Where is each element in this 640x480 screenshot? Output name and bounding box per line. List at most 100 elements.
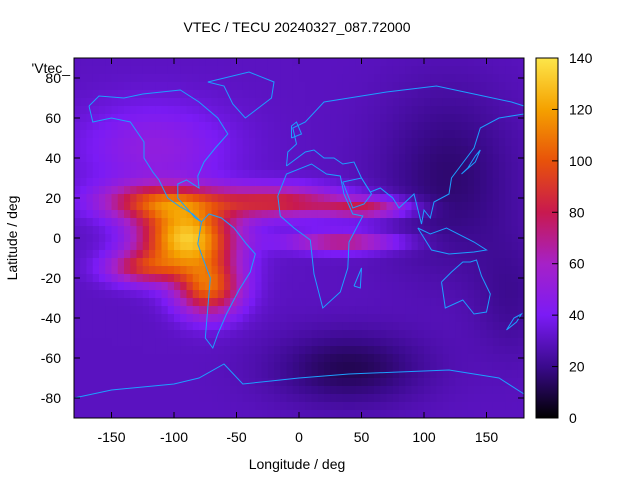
- heatmap-cell: [349, 106, 356, 115]
- heatmap-cell: [149, 402, 156, 411]
- heatmap-cell: [386, 138, 394, 147]
- heatmap-cell: [367, 194, 375, 203]
- heatmap-cell: [330, 298, 337, 307]
- heatmap-cell: [480, 394, 487, 403]
- heatmap-cell: [92, 402, 100, 411]
- heatmap-cell: [324, 242, 331, 251]
- heatmap-cell: [180, 218, 187, 227]
- heatmap-cell: [305, 66, 312, 75]
- heatmap-cell: [274, 362, 281, 371]
- heatmap-cell: [511, 378, 519, 387]
- heatmap-cell: [449, 298, 456, 307]
- heatmap-cell: [286, 330, 294, 339]
- heatmap-cell: [492, 282, 500, 291]
- heatmap-cell: [455, 266, 462, 275]
- heatmap-cell: [174, 106, 181, 115]
- heatmap-cell: [317, 394, 325, 403]
- heatmap-cell: [392, 386, 400, 395]
- heatmap-cell: [474, 290, 481, 299]
- heatmap-cell: [105, 330, 112, 339]
- heatmap-cell: [455, 114, 462, 123]
- heatmap-cell: [180, 234, 187, 243]
- heatmap-cell: [136, 410, 144, 419]
- heatmap-cell: [386, 298, 394, 307]
- heatmap-cell: [211, 354, 219, 363]
- heatmap-cell: [492, 266, 500, 275]
- heatmap-cell: [324, 234, 331, 243]
- heatmap-cell: [436, 234, 444, 243]
- heatmap-cell: [280, 154, 287, 163]
- heatmap-cell: [380, 314, 387, 323]
- heatmap-cell: [467, 98, 475, 107]
- heatmap-cell: [292, 202, 300, 211]
- heatmap-cell: [274, 202, 281, 211]
- heatmap-cell: [424, 58, 431, 67]
- heatmap-cell: [186, 354, 194, 363]
- heatmap-cell: [436, 298, 444, 307]
- heatmap-cell: [99, 386, 106, 395]
- heatmap-cell: [330, 314, 337, 323]
- heatmap-cell: [355, 74, 362, 83]
- heatmap-cell: [336, 162, 344, 171]
- heatmap-cell: [255, 394, 262, 403]
- heatmap-cell: [305, 378, 312, 387]
- heatmap-cell: [286, 298, 294, 307]
- heatmap-cell: [161, 290, 169, 299]
- heatmap-cell: [467, 330, 475, 339]
- heatmap-cell: [436, 146, 444, 155]
- y-tick-label: 0: [53, 230, 61, 246]
- heatmap-cell: [261, 218, 269, 227]
- heatmap-cell: [492, 370, 500, 379]
- heatmap-cell: [286, 106, 294, 115]
- heatmap-cell: [217, 82, 225, 91]
- heatmap-cell: [367, 154, 375, 163]
- heatmap-cell: [474, 274, 481, 283]
- heatmap-cell: [486, 178, 494, 187]
- heatmap-cell: [292, 290, 300, 299]
- heatmap-cell: [380, 114, 387, 123]
- heatmap-cell: [436, 290, 444, 299]
- heatmap-cell: [405, 98, 412, 107]
- heatmap-cell: [305, 186, 312, 195]
- heatmap-cell: [486, 90, 494, 99]
- coastline-north-america: [88, 89, 229, 223]
- heatmap-cell: [99, 394, 106, 403]
- heatmap-cell: [417, 178, 425, 187]
- heatmap-cell: [274, 130, 281, 139]
- heatmap-cell: [405, 250, 412, 259]
- heatmap-cell: [142, 106, 150, 115]
- heatmap-cell: [299, 242, 306, 251]
- heatmap-cell: [424, 162, 431, 171]
- heatmap-cell: [455, 234, 462, 243]
- heatmap-cell: [274, 314, 281, 323]
- heatmap-cell: [342, 98, 350, 107]
- heatmap-cell: [217, 394, 225, 403]
- heatmap-cell: [205, 226, 212, 235]
- heatmap-cell: [311, 82, 319, 91]
- colorbar-tick-label: 120: [569, 101, 593, 117]
- heatmap-cell: [261, 330, 269, 339]
- heatmap-cell: [442, 250, 450, 259]
- heatmap-cell: [399, 298, 406, 307]
- heatmap-cell: [92, 274, 100, 283]
- heatmap-cell: [305, 194, 312, 203]
- heatmap-cell: [249, 410, 256, 419]
- heatmap-cell: [111, 210, 119, 219]
- heatmap-cell: [499, 178, 506, 187]
- heatmap-cell: [449, 338, 456, 347]
- heatmap-cell: [517, 82, 525, 91]
- heatmap-cell: [217, 154, 225, 163]
- heatmap-cell: [230, 66, 237, 75]
- heatmap-cell: [236, 394, 244, 403]
- heatmap-cell: [392, 362, 400, 371]
- heatmap-cell: [336, 210, 344, 219]
- heatmap-cell: [424, 170, 431, 179]
- heatmap-cell: [217, 226, 225, 235]
- heatmap-cell: [430, 226, 437, 235]
- heatmap-cell: [349, 394, 356, 403]
- heatmap-cell: [467, 194, 475, 203]
- heatmap-cell: [161, 410, 169, 419]
- heatmap-cell: [205, 282, 212, 291]
- heatmap-cell: [486, 386, 494, 395]
- heatmap-cell: [261, 186, 269, 195]
